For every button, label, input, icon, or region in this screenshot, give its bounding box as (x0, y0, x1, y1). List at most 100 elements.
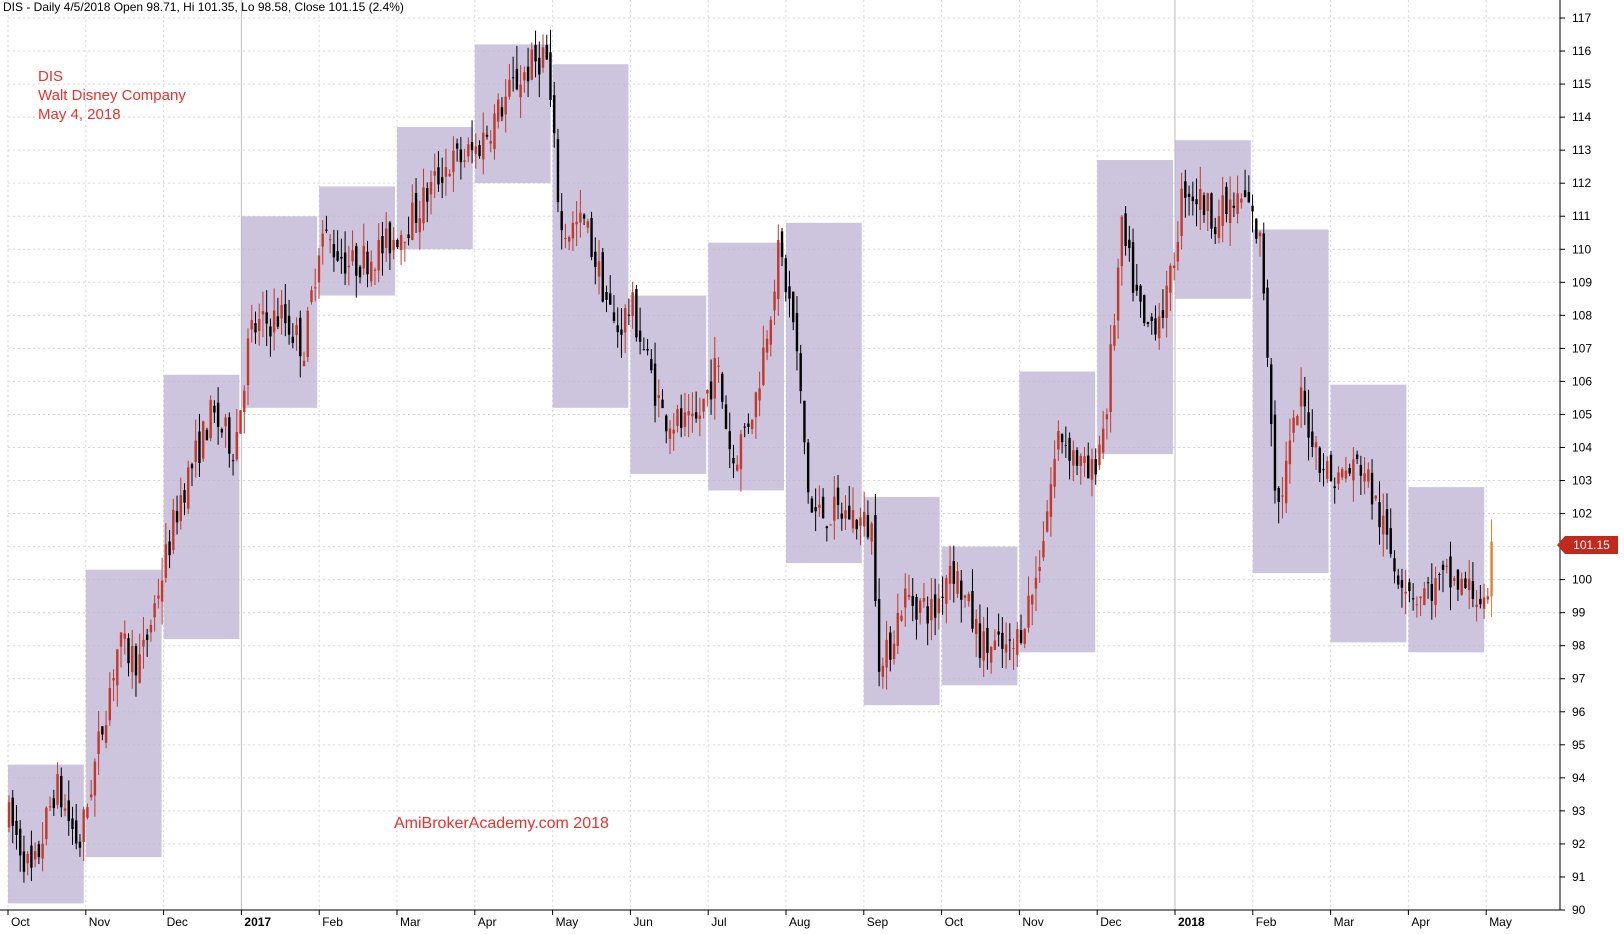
candle-body (1180, 188, 1183, 237)
candle-body (1124, 213, 1127, 246)
candle-body (784, 258, 787, 293)
candle-body (777, 240, 780, 299)
candle-body (1456, 569, 1460, 590)
candle-body (399, 235, 403, 251)
candle-body (1486, 596, 1490, 600)
candle-body (179, 495, 182, 522)
candle-body (896, 613, 899, 646)
y-tick-label: 105 (1572, 407, 1592, 421)
candle-body (1449, 556, 1452, 588)
candle-body (41, 843, 44, 859)
y-tick-label: 113 (1572, 143, 1591, 157)
y-tick-label: 116 (1572, 44, 1591, 58)
candle-body (900, 615, 903, 621)
candle-body (340, 256, 343, 259)
x-tick-label: Nov (89, 915, 110, 929)
candle-body (426, 188, 429, 202)
candle-body (1243, 190, 1247, 197)
candle-body (224, 417, 227, 427)
candle-body (172, 509, 175, 550)
candle-body (86, 807, 89, 818)
candle-body (1109, 344, 1112, 413)
candle-body (553, 95, 556, 134)
candle-body (287, 315, 291, 335)
candle-body (1131, 242, 1135, 293)
candle-body (971, 591, 974, 629)
candle-body (1045, 511, 1049, 532)
candle-body (149, 624, 153, 633)
candle-body (1419, 596, 1422, 599)
candle-body (302, 360, 306, 367)
candle-body (246, 338, 250, 386)
candle-body (272, 310, 276, 333)
candle-body (328, 239, 332, 241)
candle-body (736, 464, 739, 471)
candle-body (1490, 541, 1493, 597)
monthly-range-box (708, 242, 784, 491)
candle-body (250, 320, 253, 330)
candle-body (683, 412, 687, 427)
candle-body (418, 218, 421, 233)
x-tick-label: Apr (1411, 915, 1430, 929)
candle-body (1072, 450, 1075, 466)
candle-body (1169, 265, 1172, 293)
x-tick-label: Dec (1100, 915, 1121, 929)
candle-body (1187, 193, 1191, 197)
candle-body (228, 417, 231, 454)
candle-body (750, 419, 754, 430)
candle-body (657, 395, 660, 398)
candle-body (284, 304, 287, 324)
candle-body (1012, 648, 1015, 650)
candle-body (1404, 591, 1407, 594)
candle-body (1228, 199, 1232, 223)
candle-body (1053, 458, 1056, 487)
candle-body (209, 399, 212, 439)
candle-body (612, 312, 616, 322)
company-name: Walt Disney Company (38, 87, 186, 104)
candle-body (1303, 390, 1307, 407)
candle-body (71, 818, 74, 830)
monthly-range-box (1252, 229, 1329, 574)
candle-body (732, 458, 735, 464)
y-tick-label: 117 (1572, 11, 1591, 25)
monthly-range-box (1330, 384, 1407, 643)
last-price-badge: 101.15 (1557, 536, 1618, 554)
candle-body (616, 325, 619, 333)
candle-body (814, 507, 817, 512)
candle-body (635, 288, 638, 338)
candle-body (231, 460, 235, 462)
candle-body (582, 214, 586, 219)
candle-body (747, 423, 750, 427)
candle-body (1016, 629, 1019, 655)
x-tick-label: Oct (945, 915, 964, 929)
candle-body (164, 544, 168, 578)
candle-body (773, 291, 776, 311)
candle-body (967, 593, 970, 602)
candle-body (11, 797, 14, 826)
candle-body (153, 603, 156, 618)
candle-body (437, 167, 440, 185)
candle-body (384, 228, 388, 248)
candle-body (833, 496, 836, 521)
x-tick-label: Sep (867, 915, 889, 929)
candle-body (1337, 472, 1340, 484)
candle-body (911, 595, 914, 606)
candle-body (1236, 193, 1239, 214)
candle-body (291, 336, 295, 343)
candle-body (500, 107, 504, 117)
y-tick-label: 90 (1572, 903, 1586, 917)
candle-body (724, 404, 728, 430)
candle-body (594, 251, 597, 267)
candle-body (381, 236, 384, 254)
candle-body (1326, 460, 1329, 479)
candle-body (396, 239, 399, 248)
candle-body (444, 167, 448, 177)
x-tick-label: May (1489, 915, 1512, 929)
candle-body (493, 113, 496, 150)
candle-body (1031, 595, 1034, 605)
candle-body (1352, 459, 1355, 481)
candle-body (1471, 581, 1475, 599)
candle-body (1434, 578, 1437, 605)
x-tick-label: 2017 (244, 915, 271, 929)
y-tick-label: 110 (1572, 242, 1591, 256)
